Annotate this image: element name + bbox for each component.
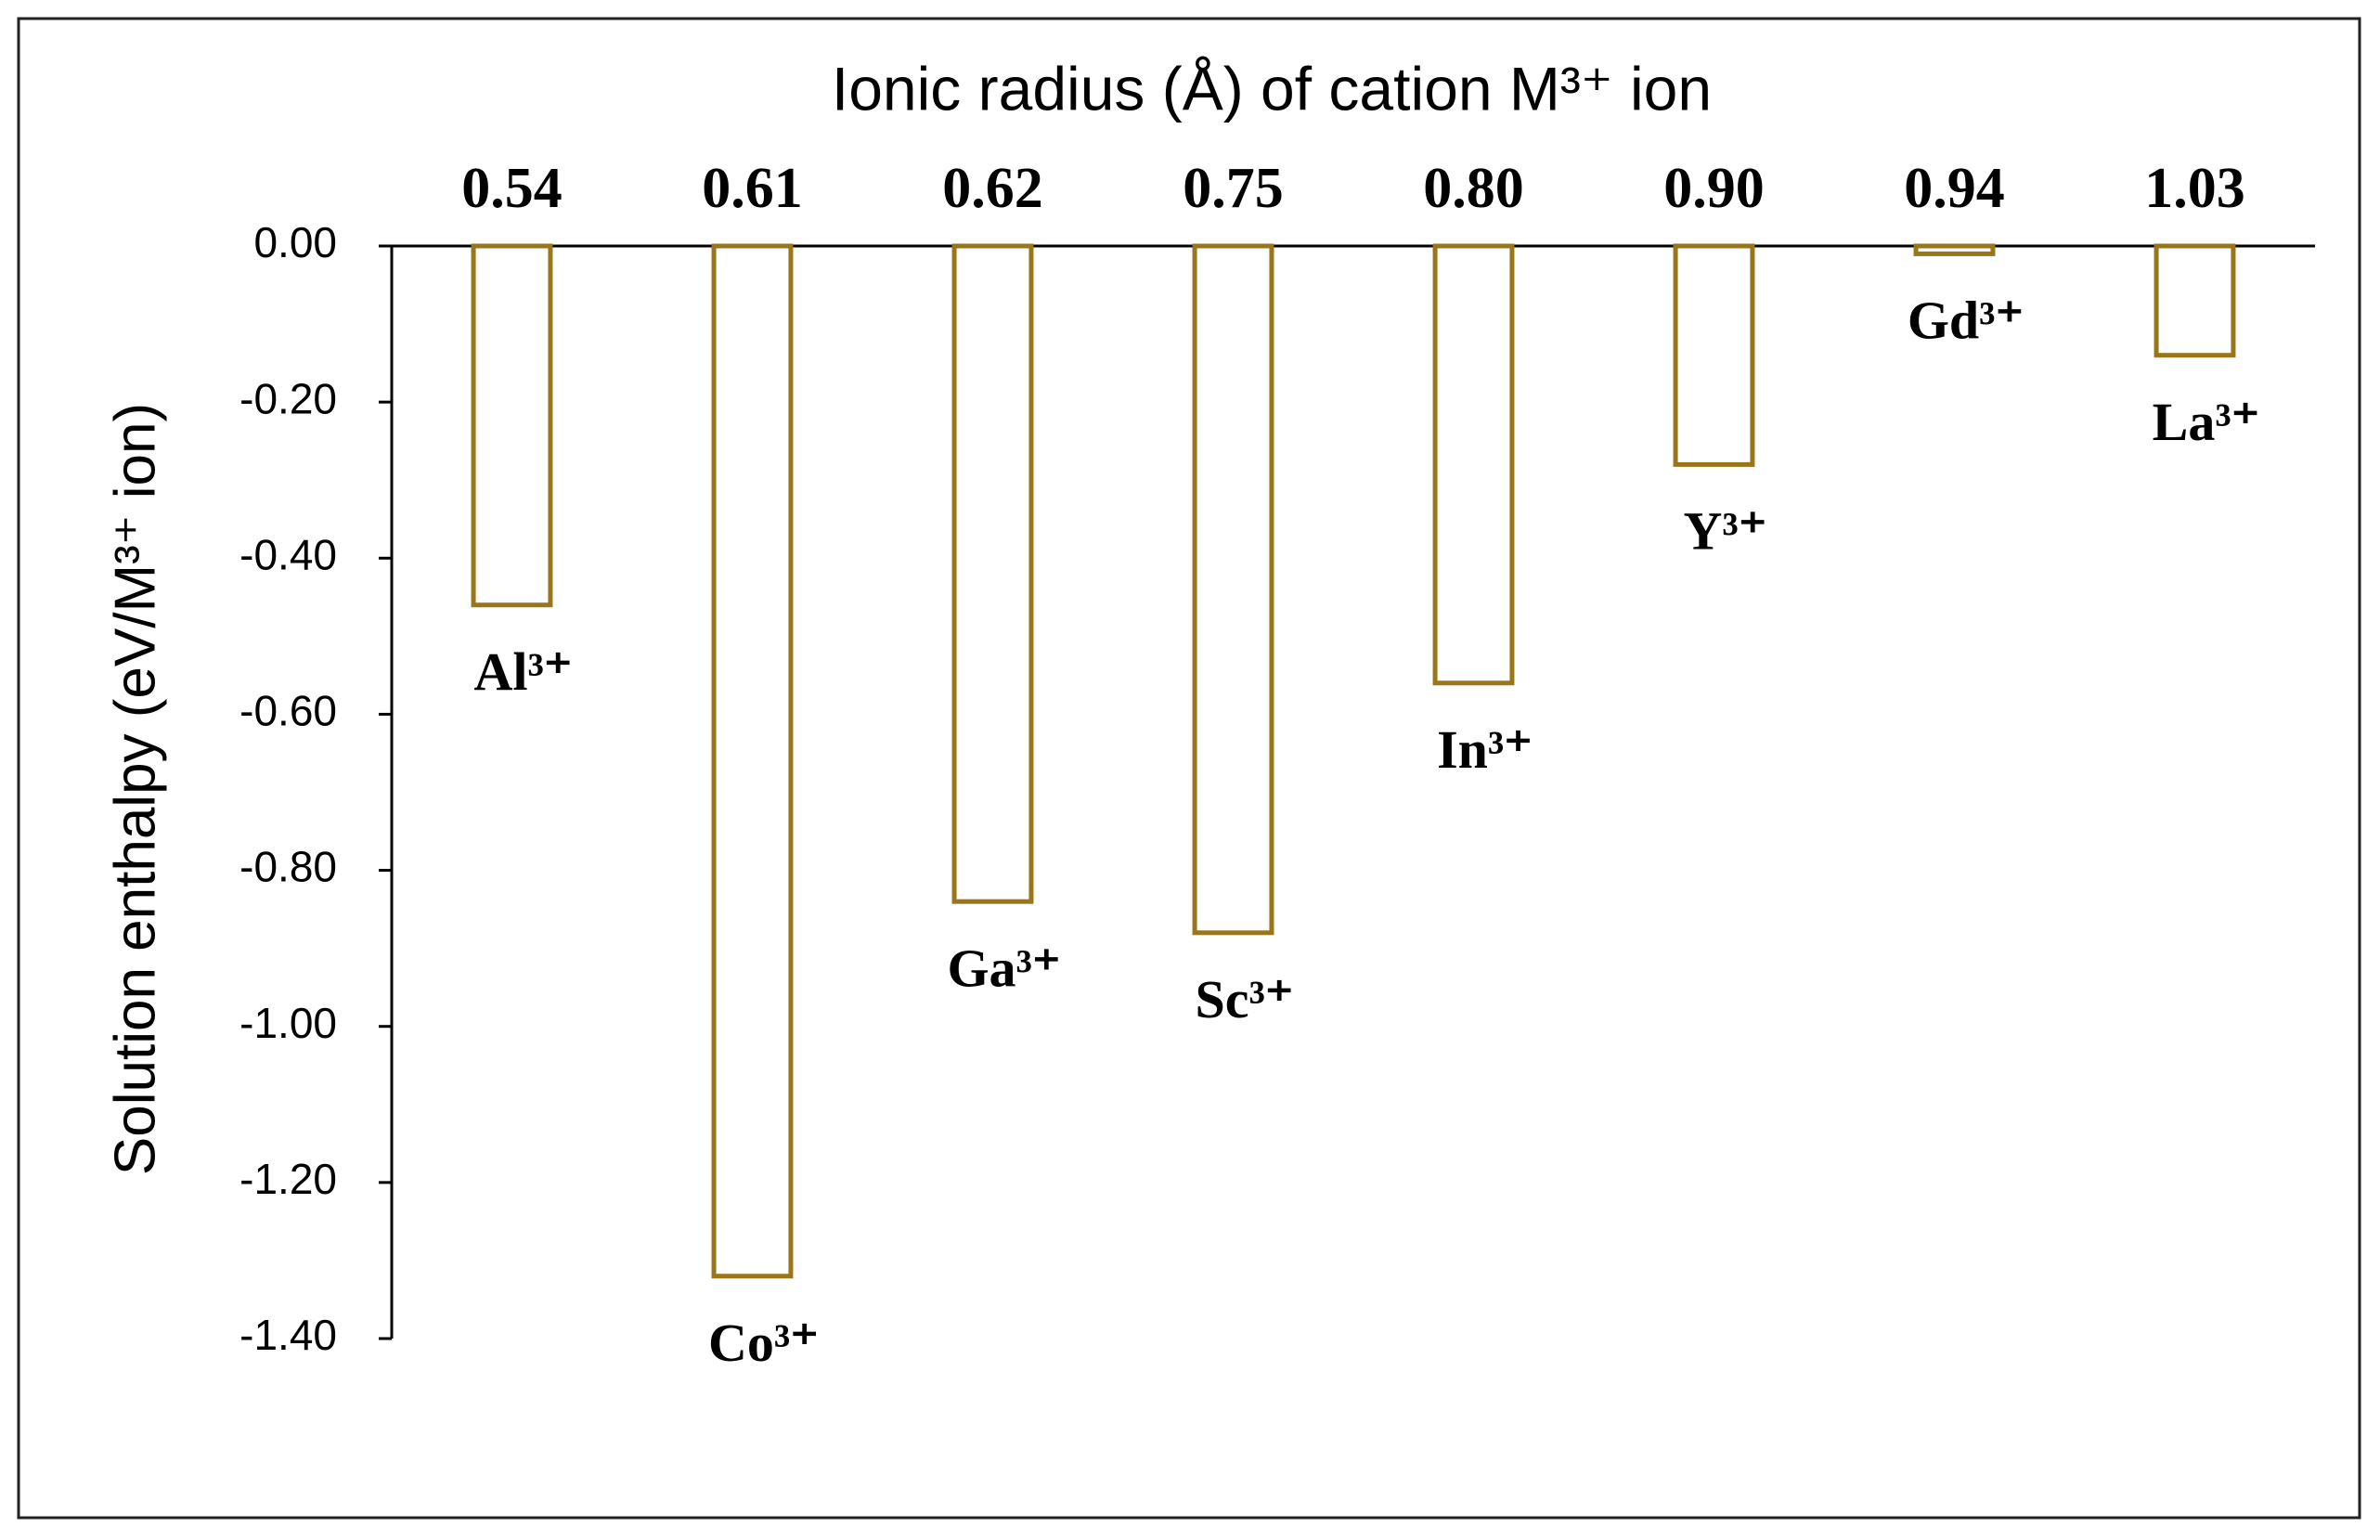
y-tick-label: -0.40 xyxy=(239,530,337,578)
bar-annotation: Y³⁺ xyxy=(1684,501,1767,562)
bar xyxy=(1913,243,1996,256)
x-tick-label: 0.75 xyxy=(1183,157,1284,220)
bar xyxy=(1432,243,1515,686)
bar-annotation: Sc³⁺ xyxy=(1195,969,1293,1029)
bar-annotation: La³⁺ xyxy=(2153,392,2260,452)
y-axis-label: Solution enthalpy (eV/M³⁺ ion) xyxy=(103,403,167,1175)
x-tick-label: 0.94 xyxy=(1904,157,2005,220)
bar-annotation: Al³⁺ xyxy=(473,641,572,702)
x-tick-label: 0.54 xyxy=(461,157,563,220)
y-tick-label: -1.40 xyxy=(239,1311,337,1359)
y-tick-label: -1.20 xyxy=(239,1155,337,1203)
frame xyxy=(17,17,2361,1520)
x-tick-label: 1.03 xyxy=(2144,157,2245,220)
bar xyxy=(711,243,794,1279)
y-tick-label: -0.80 xyxy=(239,843,337,891)
y-tick-label: -0.60 xyxy=(239,687,337,735)
bar-annotation: In³⁺ xyxy=(1437,719,1533,780)
x-tick-label: 0.61 xyxy=(702,157,803,220)
x-tick-label: 0.62 xyxy=(942,157,1043,220)
bar xyxy=(2154,243,2236,358)
bar-annotation: Co³⁺ xyxy=(708,1313,819,1373)
bar-annotation: Ga³⁺ xyxy=(947,938,1060,999)
y-tick-label: 0.00 xyxy=(253,218,337,266)
bar-annotation: Gd³⁺ xyxy=(1908,291,2024,351)
x-tick-label: 0.80 xyxy=(1423,157,1524,220)
bar xyxy=(1192,243,1274,936)
chart-title: Ionic radius (Å) of cation M³⁺ ion xyxy=(832,54,1712,123)
x-tick-label: 0.90 xyxy=(1663,157,1765,220)
y-tick-label: -0.20 xyxy=(239,374,337,422)
bar xyxy=(951,243,1034,904)
bar xyxy=(471,243,553,608)
y-tick-label: -1.00 xyxy=(239,999,337,1047)
bar xyxy=(1673,243,1755,467)
